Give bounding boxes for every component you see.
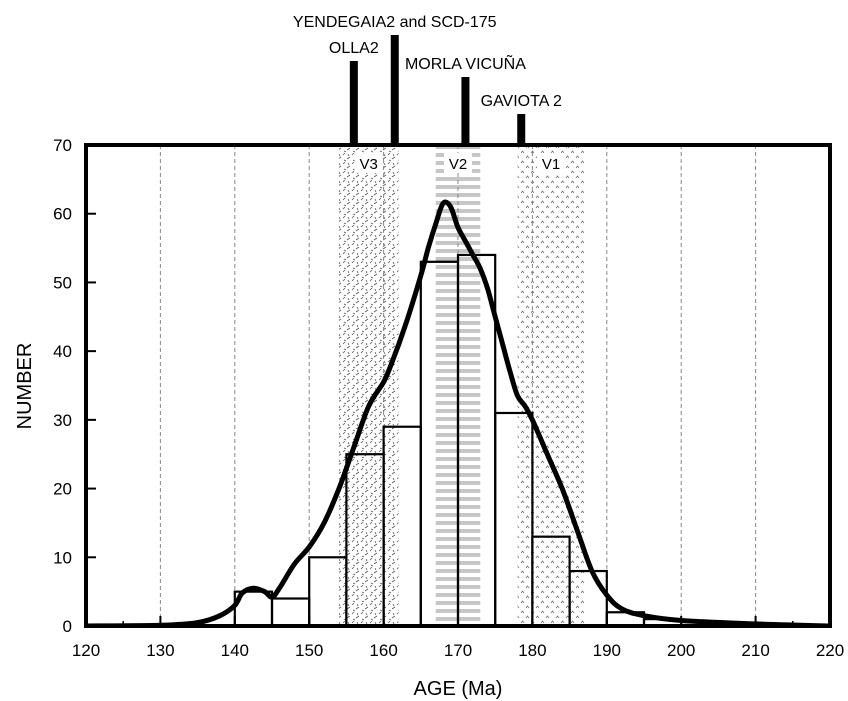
y-tick-label: 10 (53, 548, 72, 567)
x-axis-label: AGE (Ma) (414, 678, 503, 700)
x-tick-label: 220 (816, 641, 844, 660)
sample-markers: OLLA2 YENDEGAIA2 and SCD-175 MORLA VICUÑA G… (293, 14, 562, 145)
y-tick-label: 60 (53, 205, 72, 224)
band-label-bg (537, 153, 565, 173)
y-tick-label: 20 (53, 480, 72, 499)
sample-marker-label: YENDEGAIA2 and SCD-175 (293, 14, 497, 31)
x-tick-label: 190 (593, 641, 621, 660)
band-label-bg (354, 153, 383, 173)
histogram-bar (494, 411, 534, 626)
x-axis-ticks: 120 130 140 150 160 170 180 190 200 210 220 (72, 616, 844, 660)
band-v3 (338, 145, 399, 626)
x-tick-label: 130 (146, 641, 174, 660)
y-tick-label: 70 (53, 136, 72, 155)
band-label: V3 (360, 156, 378, 173)
x-tick-label: 210 (741, 641, 769, 660)
y-tick-label: 50 (53, 273, 72, 292)
x-tick-label: 140 (221, 641, 249, 660)
x-tick-label: 180 (518, 641, 546, 660)
x-tick-label: 200 (667, 641, 695, 660)
y-axis-ticks: 0 10 20 30 40 50 60 70 (53, 136, 96, 636)
histogram-bar (270, 597, 311, 626)
sample-marker-bar (349, 61, 358, 145)
density-curve-line (86, 199, 830, 626)
sample-marker-label: OLLA2 (329, 40, 379, 57)
sample-marker-label: GAVIOTA 2 (481, 93, 562, 110)
sample-marker-bar (390, 35, 399, 145)
band-label-bg (444, 153, 472, 173)
sample-marker-label: MORLA VICUÑA (405, 53, 526, 73)
volcanic-bands (338, 145, 585, 626)
sample-marker-bar (461, 77, 470, 145)
y-tick-label: 0 (63, 617, 72, 636)
density-curve (86, 199, 830, 626)
x-tick-label: 160 (369, 641, 397, 660)
y-tick-label: 40 (53, 342, 72, 361)
band-v1 (517, 145, 585, 626)
y-axis-label: NUMBER (14, 343, 36, 430)
band-label: V2 (449, 156, 467, 173)
band-label: V1 (542, 156, 560, 173)
sample-marker-bar (517, 114, 526, 145)
x-tick-label: 150 (295, 641, 323, 660)
y-tick-label: 30 (53, 411, 72, 430)
x-tick-label: 170 (444, 641, 472, 660)
x-tick-label: 120 (72, 641, 100, 660)
band-labels: V3 V2 V1 (354, 153, 565, 173)
vertical-grid (159, 145, 757, 626)
histogram-bars (233, 253, 683, 626)
